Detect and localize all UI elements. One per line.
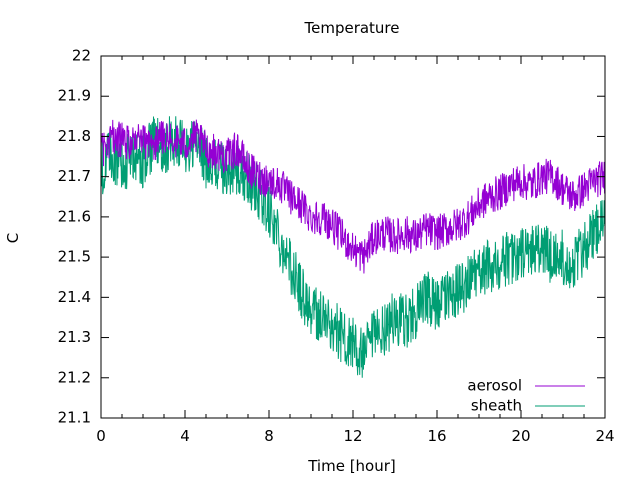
y-tick-label: 21.1: [58, 409, 91, 427]
y-axis-label: C: [4, 233, 22, 243]
ticks-layer: 21.1 21.2 21.3 21.4 21.5 21.6 21.7 21.8 21.9 22 0 4…: [58, 47, 615, 446]
y-tick-label: 21.6: [58, 207, 91, 225]
x-tick-label: 12: [343, 427, 362, 445]
y-tick-label: 21.2: [58, 368, 91, 386]
x-tick-label: 20: [511, 427, 530, 445]
legend-label-aerosol: aerosol: [467, 377, 522, 395]
series-line-sheath: [100, 116, 606, 378]
chart-title: Temperature: [303, 19, 399, 37]
y-tick-label: 21.8: [58, 127, 91, 145]
y-tick-label: 22: [72, 47, 91, 65]
legend-label-sheath: sheath: [471, 397, 522, 415]
x-axis-label: Time [hour]: [307, 457, 396, 475]
x-tick-label: 4: [180, 427, 190, 445]
y-tick-label: 21.5: [58, 248, 91, 266]
series-line-aerosol: [100, 119, 606, 274]
x-tick-label: 0: [96, 427, 106, 445]
x-tick-label: 16: [427, 427, 446, 445]
y-tick-label: 21.3: [58, 328, 91, 346]
legend: aerosol sheath: [467, 377, 585, 415]
x-tick-label: 24: [595, 427, 614, 445]
y-tick-label: 21.9: [58, 87, 91, 105]
plot-frame: [100, 55, 606, 419]
x-tick-label: 8: [264, 427, 274, 445]
y-tick-label: 21.7: [58, 167, 91, 185]
series-layer: [100, 116, 606, 378]
y-tick-label: 21.4: [58, 288, 91, 306]
